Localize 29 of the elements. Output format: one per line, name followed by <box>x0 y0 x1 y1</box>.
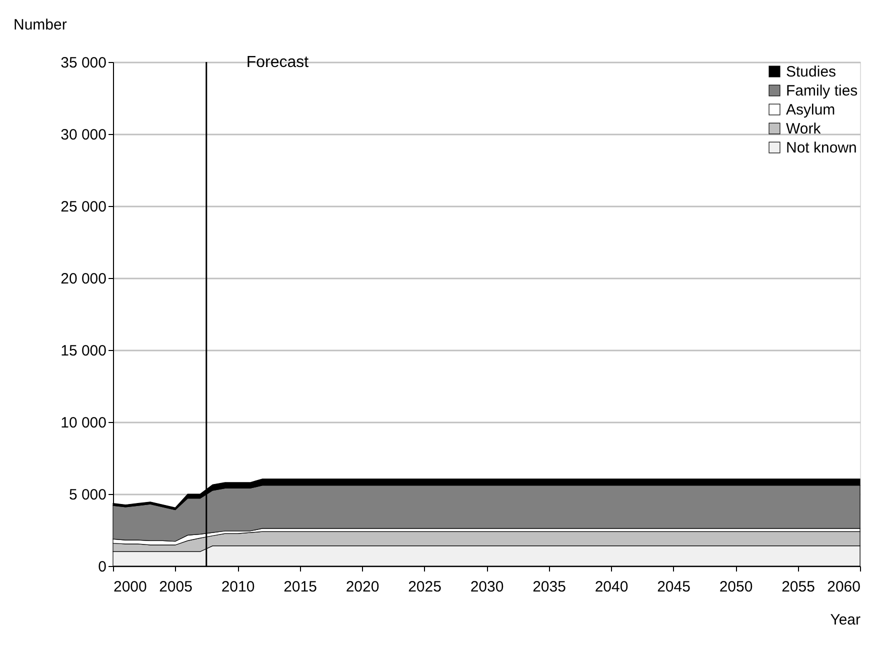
legend-label: Asylum <box>786 102 836 118</box>
y-tick-label: 20 000 <box>60 270 106 288</box>
x-tick-label: 2040 <box>594 578 628 596</box>
x-tick-label: 2015 <box>284 578 317 596</box>
ref-line-label: Forecast <box>246 54 310 71</box>
x-tick-label: 2030 <box>470 578 504 596</box>
x-tick-label: 2035 <box>532 578 566 596</box>
legend-label: Family ties <box>786 82 858 100</box>
x-tick-label: 2050 <box>719 578 753 596</box>
legend-label: Work <box>786 120 822 138</box>
x-tick-label: 2025 <box>408 578 442 596</box>
legend-label: Not known <box>786 140 857 156</box>
x-tick-label: 2010 <box>221 578 255 596</box>
x-tick-label: 2000 <box>114 578 147 596</box>
y-tick-label: 0 <box>98 558 106 576</box>
x-axis-title: Year <box>830 612 860 628</box>
x-tick-label: 2005 <box>159 578 192 596</box>
y-tick-label: 30 000 <box>60 126 106 144</box>
y-tick-label: 25 000 <box>60 198 106 216</box>
y-tick-label: 10 000 <box>60 414 106 432</box>
legend-label: Studies <box>786 64 836 80</box>
x-tick-label: 2055 <box>782 578 815 596</box>
y-axis-title: Number <box>14 16 67 34</box>
x-tick-label: 2060 <box>827 578 860 596</box>
x-tick-label: 2020 <box>346 578 380 596</box>
y-tick-label: 35 000 <box>60 54 106 72</box>
x-tick-label: 2045 <box>657 578 690 596</box>
y-tick-label: 15 000 <box>60 342 106 360</box>
y-tick-label: 5 000 <box>68 486 106 504</box>
